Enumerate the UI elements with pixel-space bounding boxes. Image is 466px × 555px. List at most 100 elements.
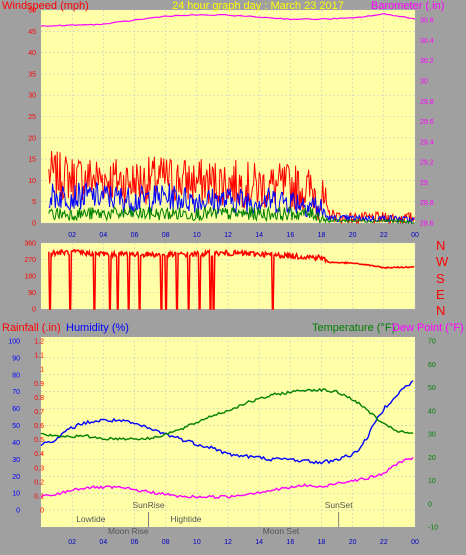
y-tick-windspeed: 45 — [28, 29, 36, 36]
temperature-axis-label: Temperature (°F) — [312, 322, 395, 334]
y-tick-rainfall: 0.2 — [34, 479, 44, 486]
series-barometer-in- — [40, 12, 416, 27]
x-tick: 12 — [224, 539, 232, 546]
y-tick-rainfall: 0.3 — [34, 465, 44, 472]
direction-label-n-top: N — [436, 238, 445, 253]
x-tick: 18 — [318, 539, 326, 546]
y-tick-temperature: 10 — [428, 478, 436, 485]
humidity-axis-label: Humidity (%) — [66, 322, 129, 334]
y-tick-barometer: 30.6 — [420, 18, 434, 25]
y-tick-humidity: 0 — [16, 508, 20, 515]
chart-title: 24 hour graph day : March 23 2017 — [172, 0, 344, 12]
x-tick: 06 — [131, 539, 139, 546]
x-tick: 10 — [193, 539, 201, 546]
y-tick-windspeed: 10 — [28, 178, 36, 185]
series-wind-direction — [48, 248, 415, 310]
windspeed-axis-label: Windspeed (mph) — [2, 0, 89, 12]
y-tick-humidity: 50 — [12, 423, 20, 430]
y-tick-rainfall: 1.1 — [34, 353, 44, 360]
y-tick-rainfall: 0.7 — [34, 409, 44, 416]
y-tick-rainfall: 1.2 — [34, 339, 44, 346]
x-tick: 10 — [193, 232, 201, 239]
y-tick-rainfall: 0 — [40, 508, 44, 515]
y-tick-temperature: 60 — [428, 362, 436, 369]
direction-label-w: W — [436, 254, 449, 269]
event-label: SunSet — [325, 500, 354, 510]
x-tick: 02 — [68, 539, 76, 546]
x-tick: 04 — [99, 539, 107, 546]
humidity-temp-plot-area — [41, 337, 415, 527]
event-label: Hightide — [170, 514, 201, 524]
y-tick-rainfall: 0.1 — [34, 494, 44, 501]
x-tick: 16 — [286, 539, 294, 546]
series-windspeed-avg — [48, 181, 415, 225]
y-tick-barometer: 28.6 — [420, 221, 434, 228]
y-tick-humidity: 80 — [12, 372, 20, 379]
x-tick: 08 — [162, 539, 170, 546]
dewpoint-axis-label: Dew Point (°F) — [392, 322, 464, 334]
y-tick-windspeed: 30 — [28, 93, 36, 100]
y-tick-humidity: 90 — [12, 355, 20, 362]
y-tick-direction: 0 — [32, 307, 36, 314]
x-tick: 08 — [162, 232, 170, 239]
x-tick: 18 — [318, 232, 326, 239]
direction-label-s: S — [436, 271, 445, 286]
y-tick-humidity: 70 — [12, 389, 20, 396]
x-tick: 00 — [411, 539, 419, 546]
series-humidity- — [40, 380, 414, 465]
tick-labels: 0510152025303540455028.628.82929.229.429… — [8, 8, 438, 547]
y-tick-rainfall: 1 — [40, 367, 44, 374]
y-tick-humidity: 100 — [8, 339, 20, 346]
y-tick-windspeed: 50 — [28, 8, 36, 15]
y-tick-temperature: 20 — [428, 455, 436, 462]
chart-marks — [40, 12, 416, 527]
y-tick-barometer: 30 — [420, 79, 428, 86]
x-tick: 20 — [349, 539, 357, 546]
y-tick-barometer: 28.8 — [420, 200, 434, 207]
y-tick-direction: 360 — [24, 241, 36, 248]
barometer-axis-label: Barometer (.in) — [371, 0, 444, 12]
y-tick-barometer: 30.4 — [420, 38, 434, 45]
y-tick-temperature: 70 — [428, 339, 436, 346]
series-dew-point-f- — [40, 456, 414, 499]
grid-middle — [41, 242, 416, 310]
direction-label-e: E — [436, 287, 445, 302]
y-tick-barometer: 29.4 — [420, 139, 434, 146]
y-tick-humidity: 40 — [12, 440, 20, 447]
y-tick-barometer: 29.8 — [420, 99, 434, 106]
series-windspeed-low — [48, 205, 415, 225]
event-label: Moon Rise — [108, 526, 149, 536]
y-tick-direction: 270 — [24, 257, 36, 264]
y-tick-temperature: 30 — [428, 432, 436, 439]
x-tick: 06 — [131, 232, 139, 239]
series-temperature-f- — [41, 387, 414, 441]
y-tick-windspeed: 25 — [28, 114, 36, 121]
x-tick: 00 — [411, 232, 419, 239]
y-tick-windspeed: 40 — [28, 50, 36, 57]
y-tick-windspeed: 35 — [28, 71, 36, 78]
event-label: SunRise — [132, 500, 164, 510]
x-tick: 22 — [380, 539, 388, 546]
y-tick-windspeed: 20 — [28, 135, 36, 142]
y-tick-humidity: 20 — [12, 474, 20, 481]
y-tick-barometer: 30.2 — [420, 58, 434, 65]
y-tick-rainfall: 0.9 — [34, 381, 44, 388]
y-tick-barometer: 29.2 — [420, 160, 434, 167]
y-tick-windspeed: 15 — [28, 157, 36, 164]
x-tick: 14 — [255, 539, 263, 546]
y-tick-temperature: -10 — [428, 525, 438, 532]
event-label: Lowtide — [76, 514, 106, 524]
x-tick: 20 — [349, 232, 357, 239]
x-tick: 12 — [224, 232, 232, 239]
x-tick: 14 — [255, 232, 263, 239]
y-tick-barometer: 29.6 — [420, 119, 434, 126]
direction-label-n-bottom: N — [436, 303, 445, 318]
y-tick-humidity: 30 — [12, 457, 20, 464]
y-tick-temperature: 40 — [428, 408, 436, 415]
y-tick-temperature: 50 — [428, 385, 436, 392]
y-tick-temperature: 0 — [428, 501, 432, 508]
y-tick-direction: 180 — [24, 274, 36, 281]
y-tick-humidity: 60 — [12, 406, 20, 413]
y-tick-humidity: 10 — [12, 491, 20, 498]
